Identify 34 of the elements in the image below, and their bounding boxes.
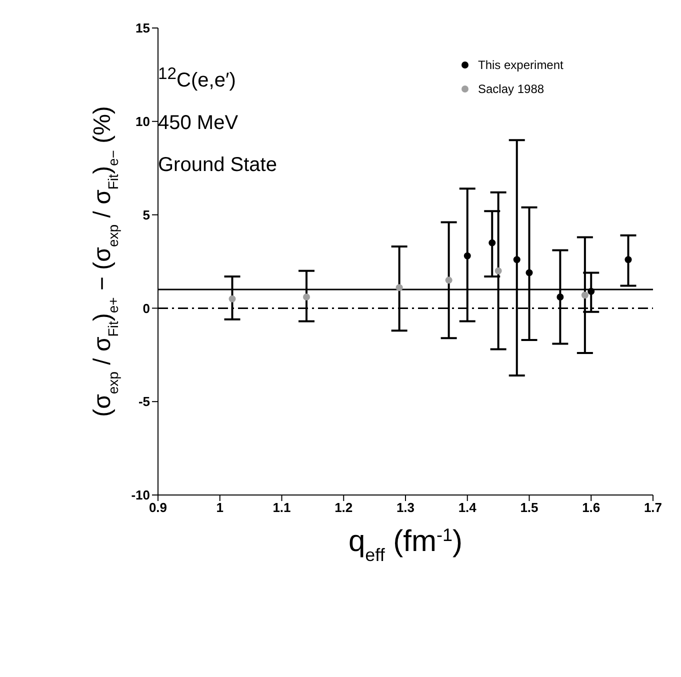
x-tick-label: 1.5 xyxy=(520,500,538,516)
point xyxy=(445,276,452,284)
y-tick-label: 5 xyxy=(142,207,150,222)
point xyxy=(488,239,496,246)
point xyxy=(494,267,502,274)
x-tick-label: 1.4 xyxy=(458,500,478,516)
point xyxy=(303,293,310,300)
y-tick-label: -5 xyxy=(138,394,150,410)
point xyxy=(526,269,533,276)
legend-label: Saclay 1988 xyxy=(478,82,544,96)
point xyxy=(228,295,236,302)
point xyxy=(556,293,564,300)
annotation: 450 MeV xyxy=(158,110,240,136)
point xyxy=(624,256,632,264)
y-tick-label: 10 xyxy=(136,114,150,130)
point xyxy=(513,256,520,264)
annotation: $^{12}$C(e,e′) xyxy=(158,63,237,94)
y-tick-label: 15 xyxy=(136,20,150,36)
x-tick-label: 0.9 xyxy=(148,500,168,516)
point xyxy=(581,292,588,299)
y-tick-label: 0 xyxy=(142,300,150,316)
point xyxy=(396,284,403,292)
x-tick-label: 1 xyxy=(216,500,224,516)
x-tick-label: 1.2 xyxy=(334,500,353,516)
x-tick-label: 1.1 xyxy=(272,500,291,516)
x-axis-title: q$_{eff}$ (fm$^{-1}$) xyxy=(348,525,463,565)
legend-label: This experiment xyxy=(478,58,564,72)
y-tick-label: -10 xyxy=(131,488,150,503)
x-tick-label: 1.3 xyxy=(396,500,415,516)
x-tick-label: 1.7 xyxy=(644,500,662,516)
x-tick-label: 1.6 xyxy=(582,500,600,516)
annotation: Ground State xyxy=(158,152,277,178)
point xyxy=(588,288,595,295)
point xyxy=(464,252,471,260)
